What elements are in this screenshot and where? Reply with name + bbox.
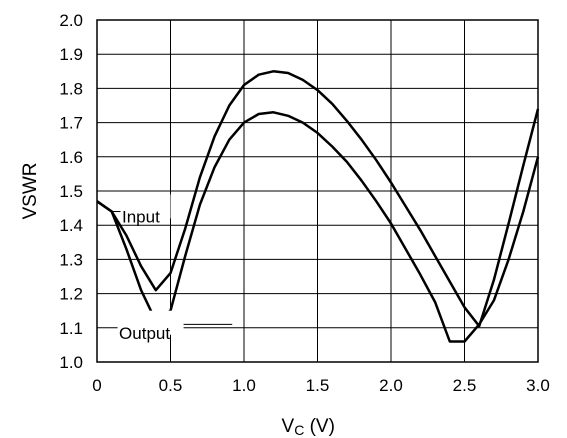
x-axis-title-main: V	[282, 416, 295, 437]
y-tick-label: 1.2	[59, 285, 83, 304]
x-axis-title-unit: (V)	[304, 416, 335, 437]
y-tick-labels: 1.0 1.1 1.2 1.3 1.4 1.5 1.6 1.7 1.8 1.9 2.0	[59, 11, 83, 372]
plot-area-border	[96, 19, 539, 363]
y-tick-label: 1.5	[59, 182, 83, 201]
x-axis-title: VC (V)	[282, 416, 335, 438]
x-tick-label: 0	[92, 376, 101, 395]
x-tick-label: 3.0	[526, 376, 550, 395]
x-tick-label: 2.5	[453, 376, 477, 395]
y-tick-label: 1.7	[59, 114, 83, 133]
x-tick-label: 1.5	[306, 376, 330, 395]
y-tick-label: 1.0	[59, 353, 83, 372]
input-label-background	[120, 194, 171, 219]
y-tick-label: 1.4	[59, 216, 83, 235]
annotation-leaders	[111, 211, 233, 325]
y-tick-label: 2.0	[59, 11, 83, 30]
output-annotation: Output	[119, 324, 170, 343]
output-label-background	[117, 310, 184, 335]
input-annotation: Input	[122, 208, 160, 227]
y-tick-label: 1.9	[59, 45, 83, 64]
y-axis-title: VSWR	[20, 163, 41, 220]
x-tick-label: 0.5	[159, 376, 183, 395]
x-axis-title-subscript: C	[294, 422, 304, 438]
input-series-line	[96, 70, 540, 328]
x-tick-label: 2.0	[379, 376, 403, 395]
y-tick-label: 1.1	[59, 319, 83, 338]
y-tick-label: 1.6	[59, 148, 83, 167]
y-tick-label: 1.3	[59, 250, 83, 269]
x-tick-labels: 0 0.5 1.0 1.5 2.0 2.5 3.0	[92, 376, 550, 395]
x-tick-label: 1.0	[232, 376, 256, 395]
y-tick-label: 1.8	[59, 79, 83, 98]
